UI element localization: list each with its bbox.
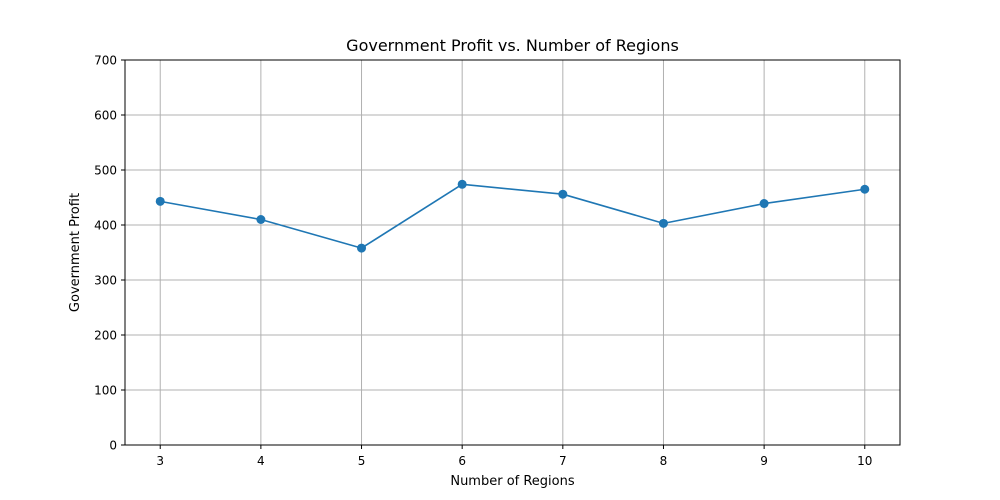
data-point: [357, 243, 367, 253]
y-axis-label: Government Profit: [68, 193, 83, 312]
data-point: [256, 215, 266, 224]
plot-frame: [124, 59, 901, 446]
x-tick-label: 10: [857, 454, 872, 468]
x-tick-label: 8: [660, 454, 668, 468]
y-tick-label: 700: [94, 54, 117, 68]
data-point: [759, 199, 769, 209]
x-axis-label: Number of Regions: [450, 474, 575, 489]
y-tick-label: 400: [94, 219, 117, 233]
y-tick-label: 300: [94, 274, 117, 288]
x-tick-label: 4: [257, 454, 265, 468]
data-point: [860, 184, 870, 194]
grid: [125, 59, 900, 446]
y-tick-label: 100: [94, 384, 117, 398]
x-tick-label: 9: [760, 454, 768, 468]
x-tick-label: 6: [458, 454, 466, 468]
data-point: [558, 189, 568, 199]
data-point: [658, 218, 668, 228]
y-tick-label: 500: [94, 164, 117, 178]
data-point: [155, 196, 165, 206]
y-tick-label: 200: [94, 329, 117, 343]
series-line: [160, 183, 865, 249]
x-axis-ticks: 3 4 5 6 7 8 9 10: [156, 445, 872, 468]
y-tick-label: 600: [94, 109, 117, 123]
x-tick-label: 7: [559, 454, 567, 468]
x-tick-label: 3: [156, 454, 164, 468]
y-tick-label: 0: [109, 439, 117, 453]
chart-title: Government Profit vs. Number of Regions: [346, 36, 679, 55]
x-tick-label: 5: [358, 454, 366, 468]
series-layer: [155, 179, 870, 253]
data-point: [457, 179, 467, 189]
y-axis-ticks: 0 100 200 300 400 500 600 700: [94, 54, 125, 453]
